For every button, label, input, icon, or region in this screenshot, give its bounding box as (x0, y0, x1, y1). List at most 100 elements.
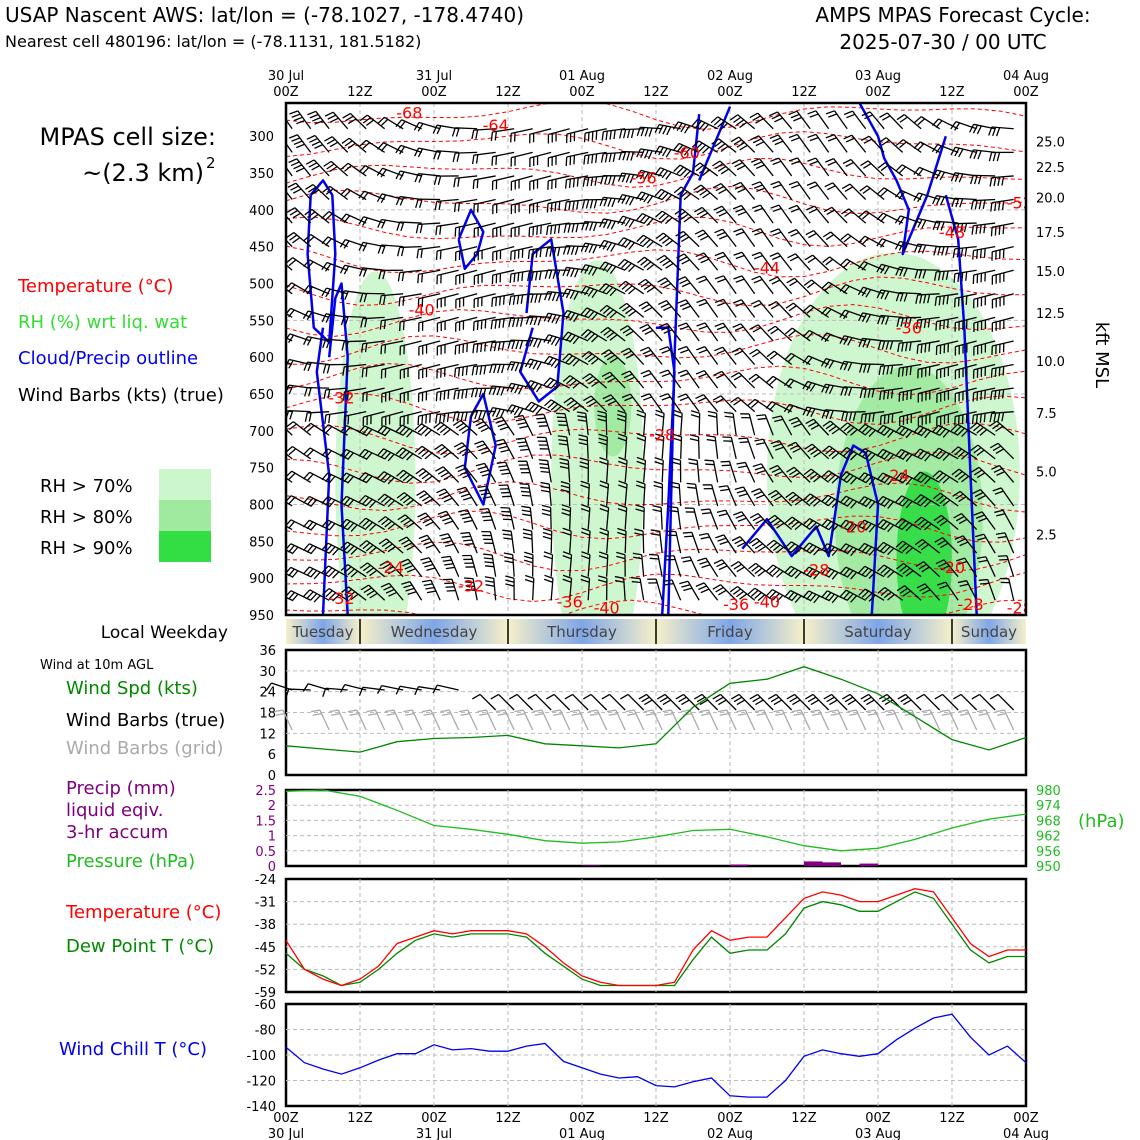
wind-barb-feather (400, 247, 405, 257)
wind-barb (341, 586, 367, 601)
wind-barb-feather (588, 378, 597, 385)
wind-barb-feather (537, 316, 542, 326)
wind-barb-feather (636, 409, 646, 414)
wind-barb (671, 457, 682, 483)
wind-barb-feather (621, 393, 631, 399)
wind-barb-feather (321, 519, 329, 528)
wind-barb-feather (580, 507, 590, 513)
wind-barb (306, 134, 330, 153)
temperature-contour (286, 131, 1026, 160)
wind-barb-feather (695, 582, 705, 587)
wind-barb-feather (350, 570, 359, 578)
wind-barb (783, 403, 811, 414)
wind-barb (583, 128, 607, 143)
wind-barb-feather (697, 255, 707, 261)
wind-barb-feather (633, 556, 643, 560)
wind-barb (788, 157, 811, 177)
weekday-name: Friday (707, 623, 753, 641)
wind-barb-feather (286, 519, 292, 527)
wind-barb (454, 222, 478, 237)
wind-barb (546, 222, 570, 235)
wind-barb-feather (524, 358, 531, 368)
wind-barb-feather (502, 295, 505, 305)
wind-barb-feather (365, 428, 373, 437)
cloud-outline (463, 392, 497, 506)
wind-barb-feather (343, 426, 351, 435)
wind-barb-feather (365, 367, 368, 377)
wind-barb-feather (538, 293, 542, 303)
wind-barb-staff (286, 142, 293, 153)
wind-barb-feather (339, 264, 346, 274)
wind-barb-feather (791, 569, 799, 578)
wind-barb-feather (591, 335, 599, 343)
wind-barb (784, 516, 811, 531)
wind-barb-feather (624, 262, 632, 271)
wind-barb-feather (755, 118, 764, 124)
wind-barb-feather (588, 266, 594, 275)
wind-barb-feather (302, 543, 310, 552)
wind-barb-feather (483, 553, 493, 556)
wind-barb (748, 562, 774, 578)
wind-barb-feather (736, 461, 746, 465)
temperature-contour-label: -40 (409, 300, 435, 319)
wind-barb-feather (547, 357, 554, 366)
wind-barb-feather (738, 465, 748, 469)
wind-barb-feather (688, 458, 698, 462)
wind-barb-feather (365, 475, 373, 484)
wind-barb-feather (806, 306, 815, 314)
wind-barb-feather (439, 533, 449, 537)
wind-barb-feather (618, 151, 623, 161)
wind-barb-feather (752, 351, 761, 358)
wind-barb-feather (547, 291, 553, 301)
wind-barb-feather (589, 221, 594, 231)
wind-barb (358, 267, 385, 277)
wind-barb (769, 464, 793, 483)
wind-barb-feather (654, 461, 664, 465)
wind-barb (339, 213, 367, 224)
wind-barb (455, 316, 478, 332)
wind-barb-feather (661, 326, 670, 331)
wind-barb-feather (653, 480, 663, 485)
wind-barb (322, 588, 349, 602)
wind-barb (324, 411, 348, 424)
wind-barb-feather (399, 146, 406, 155)
wind-barb-feather (286, 207, 296, 213)
wind-barb (714, 251, 737, 271)
wind-barb (807, 110, 830, 130)
wind-barb-feather (377, 219, 383, 228)
wind-barb-feather (436, 488, 445, 494)
wind-barb-feather (646, 286, 655, 293)
rh-key-90: RH > 90% (40, 538, 133, 559)
wind-barb-feather (288, 568, 295, 577)
wind-barb-feather (267, 331, 273, 338)
wind-barb-feather (325, 213, 333, 221)
wind-barb-feather (625, 353, 635, 359)
wind-barb-feather (784, 352, 792, 361)
wind-barb-feather (599, 527, 609, 532)
weekday-name: Wednesday (391, 623, 478, 641)
wind-barb-feather (291, 137, 301, 142)
wind-barb-feather (270, 308, 277, 314)
wind-barb (654, 123, 681, 136)
wind-barb-feather (456, 486, 466, 491)
wind-barb-feather (702, 192, 711, 199)
wind-barb-feather (377, 493, 385, 501)
wind-barb-feather (549, 225, 553, 235)
wind-barb-feather (305, 183, 314, 190)
wind-barb-feather (343, 215, 351, 224)
wind-barb-feather (569, 312, 576, 321)
wind-barb-feather (435, 392, 438, 402)
wind-barb-feather (421, 579, 432, 583)
wind-barb-feather (699, 560, 709, 565)
wind-barb-feather (504, 556, 514, 560)
wind-barb-feather (716, 509, 726, 513)
wind-barb-feather (953, 273, 956, 283)
wind-barb-feather (550, 202, 553, 212)
wind-barb-feather (422, 518, 432, 524)
wind-barb-feather (329, 166, 338, 173)
wind-barb-feather (327, 114, 337, 120)
wind-barb-feather (772, 544, 781, 552)
wind-barb-feather (638, 301, 647, 307)
wind-barb-feather (369, 546, 377, 554)
wind-barb-feather (625, 307, 634, 315)
